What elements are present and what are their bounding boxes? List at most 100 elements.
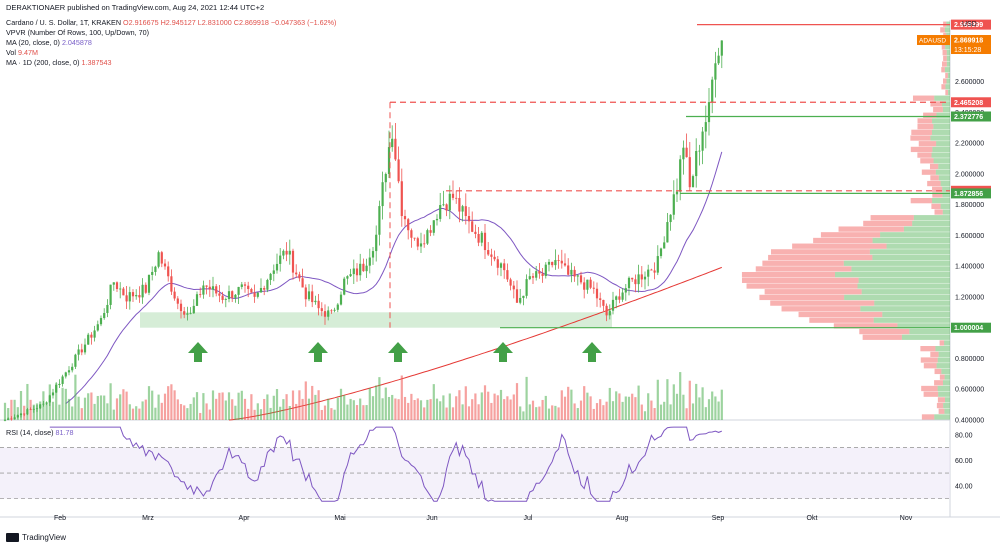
volume-bar	[413, 400, 416, 420]
vpvr-down	[934, 380, 943, 386]
vpvr-down	[920, 357, 938, 363]
volume-bar	[631, 393, 634, 420]
candle-body	[240, 284, 243, 287]
candle-body	[314, 300, 317, 303]
volume-bar	[250, 394, 253, 420]
volume-bar	[224, 400, 227, 420]
candle-body	[35, 408, 39, 410]
candle-body	[224, 299, 227, 300]
candle-body	[621, 292, 624, 300]
candle-body	[547, 261, 551, 265]
vpvr-up	[941, 101, 950, 107]
candle-body	[666, 222, 669, 243]
candle-body	[42, 403, 45, 405]
candle-body	[467, 216, 471, 222]
volume-bar	[554, 405, 557, 420]
vpvr-down	[934, 368, 942, 375]
candle-body	[330, 310, 333, 312]
vpvr-up	[947, 89, 950, 96]
vpvr-down	[746, 283, 858, 289]
volume-bar	[711, 391, 714, 420]
volume-bar	[368, 388, 371, 420]
brand-text: TradingView	[22, 533, 67, 542]
volume-bar	[400, 375, 403, 420]
volume-bar	[179, 404, 183, 420]
candle-body	[717, 55, 720, 64]
volume-bar	[227, 392, 231, 420]
price-tag-label: 1.872856	[954, 191, 983, 198]
vpvr-down	[833, 323, 898, 329]
candle-body	[371, 251, 375, 258]
vpvr-up	[941, 368, 950, 375]
vpvr-down	[764, 289, 862, 295]
vpvr-label: VPVR (Number Of Rows, 100, Up/Down, 70)	[6, 28, 150, 37]
volume-bar	[301, 398, 304, 420]
volume-bar	[295, 403, 298, 420]
candle-body	[301, 278, 304, 288]
candle-body	[323, 311, 327, 317]
candle-body	[138, 295, 141, 298]
volume-bar	[563, 396, 567, 420]
candle-body	[560, 260, 563, 264]
volume-bar	[176, 399, 179, 420]
candle-body	[423, 243, 426, 245]
y-tick-label: 1.800000	[955, 202, 984, 209]
volume-bar	[567, 386, 570, 420]
candle-body	[26, 409, 29, 415]
candle-body	[333, 309, 336, 311]
volume-bar	[211, 390, 215, 420]
candle-body	[160, 252, 163, 264]
candle-body	[125, 295, 128, 302]
volume-bar	[656, 379, 659, 420]
support-zone	[140, 312, 612, 328]
candle-body	[250, 289, 253, 293]
volume-bar	[525, 376, 528, 420]
candle-body	[487, 250, 490, 255]
candle-body	[51, 392, 55, 396]
vpvr-up	[936, 112, 950, 118]
vpvr-down	[923, 391, 939, 397]
candle-body	[263, 287, 266, 290]
vpvr-up	[938, 175, 950, 181]
vpvr-up	[932, 118, 950, 124]
volume-bar	[144, 399, 147, 420]
candle-body	[403, 216, 407, 220]
vpvr-up	[944, 340, 950, 346]
volume-bar	[307, 398, 311, 420]
candle-body	[352, 268, 355, 275]
symbol-tag-label: ADAUSD	[919, 38, 946, 45]
candle-body	[499, 263, 503, 268]
rsi-label: RSI (14, close)	[6, 428, 54, 437]
volume-bar	[397, 399, 400, 420]
volume-bar	[592, 408, 595, 420]
volume-bar	[627, 396, 631, 420]
candle-body	[464, 206, 467, 217]
vpvr-down	[870, 215, 914, 221]
candle-body	[282, 250, 285, 256]
candle-body	[691, 176, 695, 188]
candle-body	[573, 269, 576, 277]
volume-bar	[394, 398, 397, 420]
vpvr-up	[931, 129, 950, 135]
volume-bar	[682, 394, 685, 420]
volume-bar	[13, 399, 16, 420]
volume-bar	[151, 390, 154, 420]
candle-body	[211, 286, 215, 290]
candle-body	[554, 260, 557, 266]
volume-bar	[7, 408, 10, 420]
candle-body	[679, 159, 682, 192]
vpvr-down	[940, 27, 945, 33]
volume-bar	[320, 409, 323, 420]
volume-bar	[343, 395, 346, 420]
vpvr-up	[946, 78, 950, 84]
candle-body	[259, 287, 263, 293]
candle-body	[595, 288, 599, 299]
up-arrow-icon	[308, 342, 328, 362]
vpvr-down	[820, 232, 881, 238]
candle-body	[327, 310, 330, 317]
volume-bar	[669, 404, 672, 420]
vpvr-up	[932, 198, 950, 204]
volume-bar	[445, 407, 448, 420]
countdown-label: 13:15:28	[954, 47, 981, 54]
